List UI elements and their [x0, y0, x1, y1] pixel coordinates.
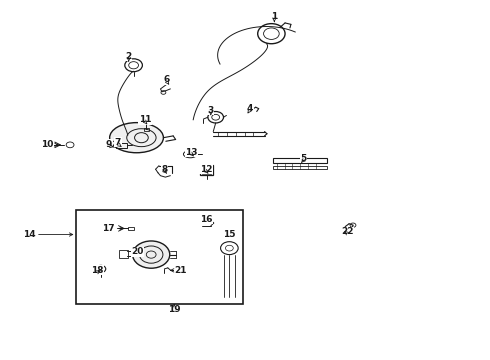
Bar	[201, 167, 211, 174]
Text: 6: 6	[164, 75, 170, 84]
Circle shape	[133, 241, 170, 268]
Text: 16: 16	[199, 215, 212, 224]
Bar	[144, 129, 149, 131]
Text: 22: 22	[342, 228, 354, 237]
Bar	[76, 211, 243, 304]
Text: 7: 7	[115, 138, 121, 147]
Text: 5: 5	[300, 154, 307, 163]
Text: 18: 18	[91, 266, 104, 275]
Bar	[128, 226, 134, 230]
Text: 3: 3	[208, 105, 214, 114]
Text: 4: 4	[246, 104, 253, 113]
Bar	[116, 143, 127, 148]
Text: 21: 21	[174, 266, 187, 275]
Bar	[273, 166, 327, 169]
Text: 1: 1	[271, 12, 277, 21]
Text: 2: 2	[125, 52, 132, 61]
Text: 17: 17	[102, 224, 115, 233]
Text: 11: 11	[139, 115, 151, 124]
Text: 19: 19	[168, 305, 180, 314]
Bar	[273, 158, 327, 163]
Text: 20: 20	[131, 247, 144, 256]
Text: 8: 8	[161, 165, 168, 174]
Bar	[120, 250, 128, 258]
Text: 10: 10	[41, 140, 53, 149]
Bar	[199, 165, 213, 175]
Text: 14: 14	[23, 230, 35, 239]
Ellipse shape	[110, 123, 163, 153]
Text: 9: 9	[106, 140, 112, 149]
Text: 13: 13	[185, 148, 197, 157]
Text: 12: 12	[199, 165, 212, 174]
Text: 15: 15	[223, 230, 236, 239]
